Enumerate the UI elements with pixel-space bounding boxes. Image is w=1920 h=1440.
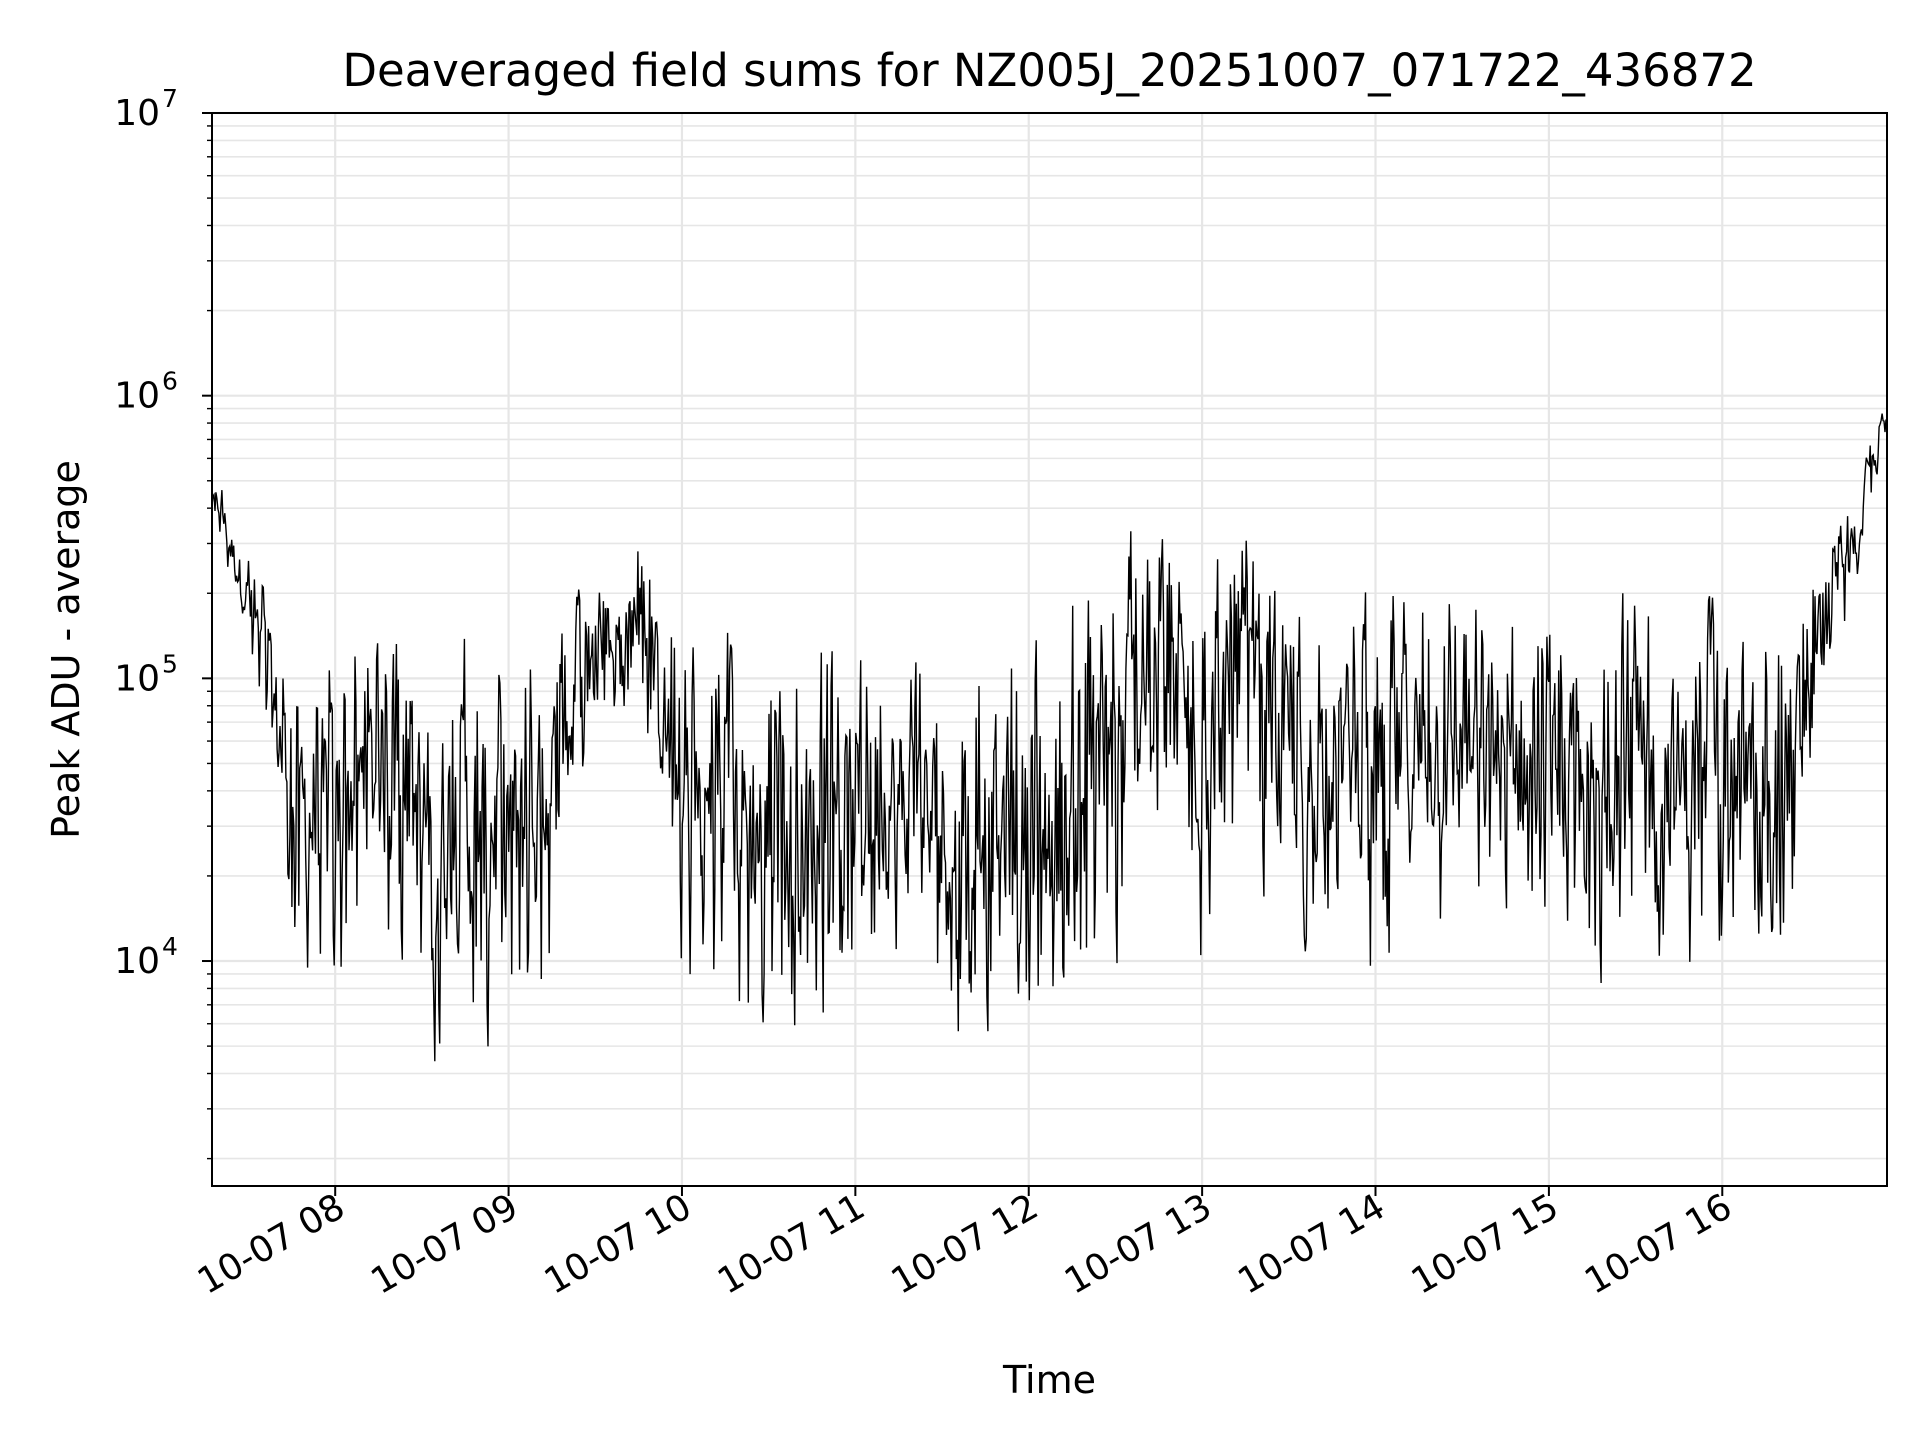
x-axis-label: Time [1002, 1358, 1096, 1402]
y-tick-label-exponent: 5 [162, 649, 178, 678]
y-tick-label: 10 [114, 93, 160, 134]
plot-frame [211, 112, 1888, 1187]
y-tick-label: 10 [114, 658, 160, 699]
series-line [211, 413, 1888, 1062]
y-tick-label-exponent: 4 [162, 932, 178, 961]
y-tick-label: 10 [114, 376, 160, 417]
y-axis-label: Peak ADU - average [44, 460, 88, 839]
y-tick-label-exponent: 7 [162, 84, 178, 113]
y-tick-label: 10 [114, 941, 160, 982]
y-tick-label-exponent: 6 [162, 367, 178, 396]
series [211, 413, 1888, 1062]
chart-title: Deaveraged field sums for NZ005J_2025100… [342, 44, 1756, 97]
